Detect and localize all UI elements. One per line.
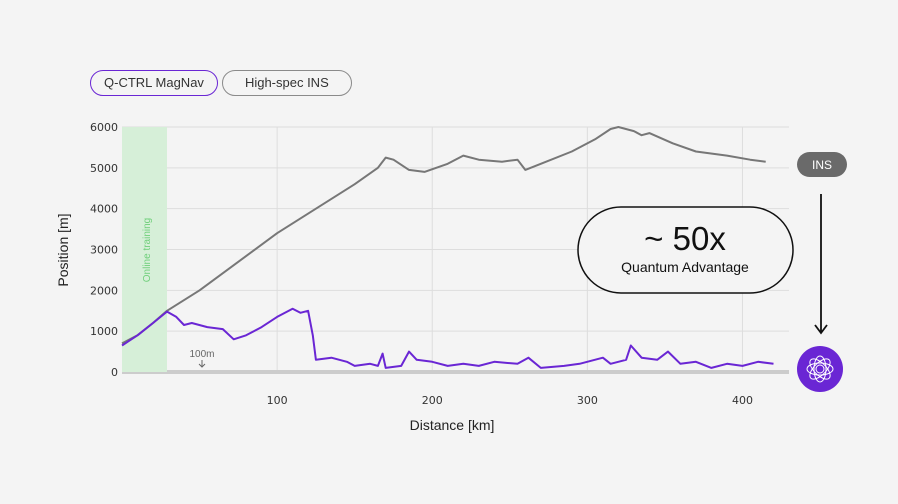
y-axis-label: Position [m] (55, 213, 71, 286)
y-tick-label: 4000 (90, 203, 118, 216)
axis-ticks: 0 1000 2000 3000 4000 5000 6000 100 200 300 400 (90, 121, 753, 407)
advantage-callout: ~ 50x Quantum Advantage (577, 206, 794, 294)
x-tick-label: 200 (422, 394, 443, 407)
hundred-m-label: 100m (189, 349, 214, 360)
magnav-series-line (121, 307, 774, 369)
y-tick-label: 0 (111, 366, 118, 379)
legend: Q-CTRL MagNav High-spec INS (90, 70, 352, 96)
y-tick-label: 1000 (90, 325, 118, 338)
x-tick-label: 400 (732, 394, 753, 407)
advantage-box (577, 206, 794, 294)
magnav-logo-icon (797, 346, 843, 392)
x-tick-label: 100 (267, 394, 288, 407)
y-tick-label: 6000 (90, 121, 118, 134)
legend-item-ins[interactable]: High-spec INS (221, 70, 352, 96)
hundred-m-arrow-icon (198, 360, 206, 368)
online-training-region (122, 127, 167, 372)
zero-baseline (122, 370, 789, 374)
y-tick-label: 5000 (90, 162, 118, 175)
x-tick-label: 300 (577, 394, 598, 407)
online-training-label: Online training (142, 218, 153, 282)
ins-tag-label: INS (812, 158, 832, 172)
down-arrow-icon (814, 194, 828, 335)
online-training-band (122, 127, 167, 372)
series-layer (121, 126, 774, 369)
y-tick-label: 2000 (90, 284, 118, 297)
advantage-value: ~ 50x (644, 220, 726, 257)
x-axis-label: Distance [km] (410, 417, 495, 433)
legend-item-magnav[interactable]: Q-CTRL MagNav (90, 70, 218, 96)
ins-tag-bg (797, 152, 847, 177)
advantage-label: Quantum Advantage (621, 259, 749, 275)
ins-tag: INS (797, 152, 847, 177)
ins-series-line (121, 126, 766, 345)
y-tick-label: 3000 (90, 244, 118, 257)
